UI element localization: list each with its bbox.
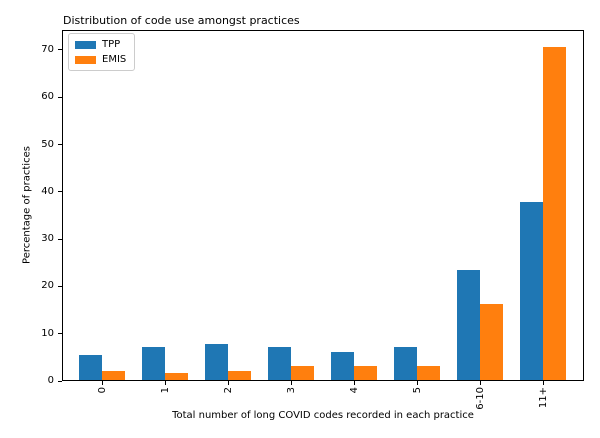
y-tick-label-30: 30 — [41, 233, 54, 245]
y-tick-mark-0 — [58, 380, 62, 382]
bar-tpp-3 — [268, 347, 291, 380]
bar-tpp-2 — [205, 344, 228, 380]
x-tick-label-2: 2 — [222, 387, 234, 394]
legend-swatch-tpp — [75, 40, 96, 49]
y-axis-label: Percentage of practices — [21, 146, 33, 264]
x-tick-label-11+: 11+ — [537, 387, 549, 409]
bar-emis-4 — [354, 366, 377, 380]
x-tick-mark-5 — [416, 381, 418, 385]
legend-swatch-emis — [75, 55, 96, 64]
bar-tpp-11+ — [520, 202, 543, 380]
bar-tpp-4 — [331, 352, 354, 380]
bar-emis-5 — [417, 365, 440, 380]
x-tick-mark-6-10 — [479, 381, 481, 385]
legend-item-tpp: TPP — [75, 39, 126, 50]
bar-emis-6-10 — [480, 304, 503, 380]
bar-tpp-6-10 — [457, 269, 480, 380]
x-tick-label-4: 4 — [348, 387, 360, 394]
legend: TPP EMIS — [68, 33, 136, 71]
legend-item-emis: EMIS — [75, 54, 126, 65]
y-tick-label-40: 40 — [41, 185, 54, 197]
legend-label-emis: EMIS — [102, 54, 127, 65]
y-tick-mark-60 — [58, 96, 62, 98]
x-tick-mark-4 — [353, 381, 355, 385]
bar-emis-0 — [102, 370, 125, 380]
x-tick-mark-1 — [164, 381, 166, 385]
y-tick-label-70: 70 — [41, 43, 54, 55]
x-tick-label-1: 1 — [159, 387, 171, 394]
y-tick-mark-30 — [58, 238, 62, 240]
bar-emis-11+ — [543, 46, 566, 380]
legend-label-tpp: TPP — [102, 39, 121, 50]
y-tick-mark-10 — [58, 333, 62, 335]
bar-tpp-0 — [79, 354, 102, 380]
bar-emis-1 — [165, 373, 188, 380]
y-tick-label-20: 20 — [41, 280, 54, 292]
bar-emis-3 — [291, 366, 314, 380]
bar-tpp-5 — [394, 346, 417, 380]
x-tick-label-3: 3 — [285, 387, 297, 394]
plot-area — [62, 30, 584, 381]
chart-title: Distribution of code use amongst practic… — [63, 14, 300, 27]
bar-emis-2 — [228, 370, 251, 380]
x-tick-mark-2 — [227, 381, 229, 385]
x-tick-mark-3 — [290, 381, 292, 385]
y-tick-label-50: 50 — [41, 138, 54, 150]
y-tick-label-60: 60 — [41, 91, 54, 103]
x-tick-label-5: 5 — [411, 387, 423, 394]
bar-tpp-1 — [142, 347, 165, 380]
legend-items: TPP EMIS — [75, 39, 126, 65]
x-tick-mark-0 — [101, 381, 103, 385]
y-tick-mark-40 — [58, 191, 62, 193]
x-tick-mark-11+ — [542, 381, 544, 385]
x-tick-label-0: 0 — [96, 387, 108, 394]
x-tick-label-6-10: 6-10 — [474, 387, 486, 410]
y-tick-mark-70 — [58, 49, 62, 51]
x-axis-label: Total number of long COVID codes recorde… — [172, 410, 474, 421]
y-tick-mark-20 — [58, 285, 62, 287]
y-tick-label-10: 10 — [41, 327, 54, 339]
y-tick-mark-50 — [58, 144, 62, 145]
y-tick-label-0: 0 — [47, 375, 54, 386]
